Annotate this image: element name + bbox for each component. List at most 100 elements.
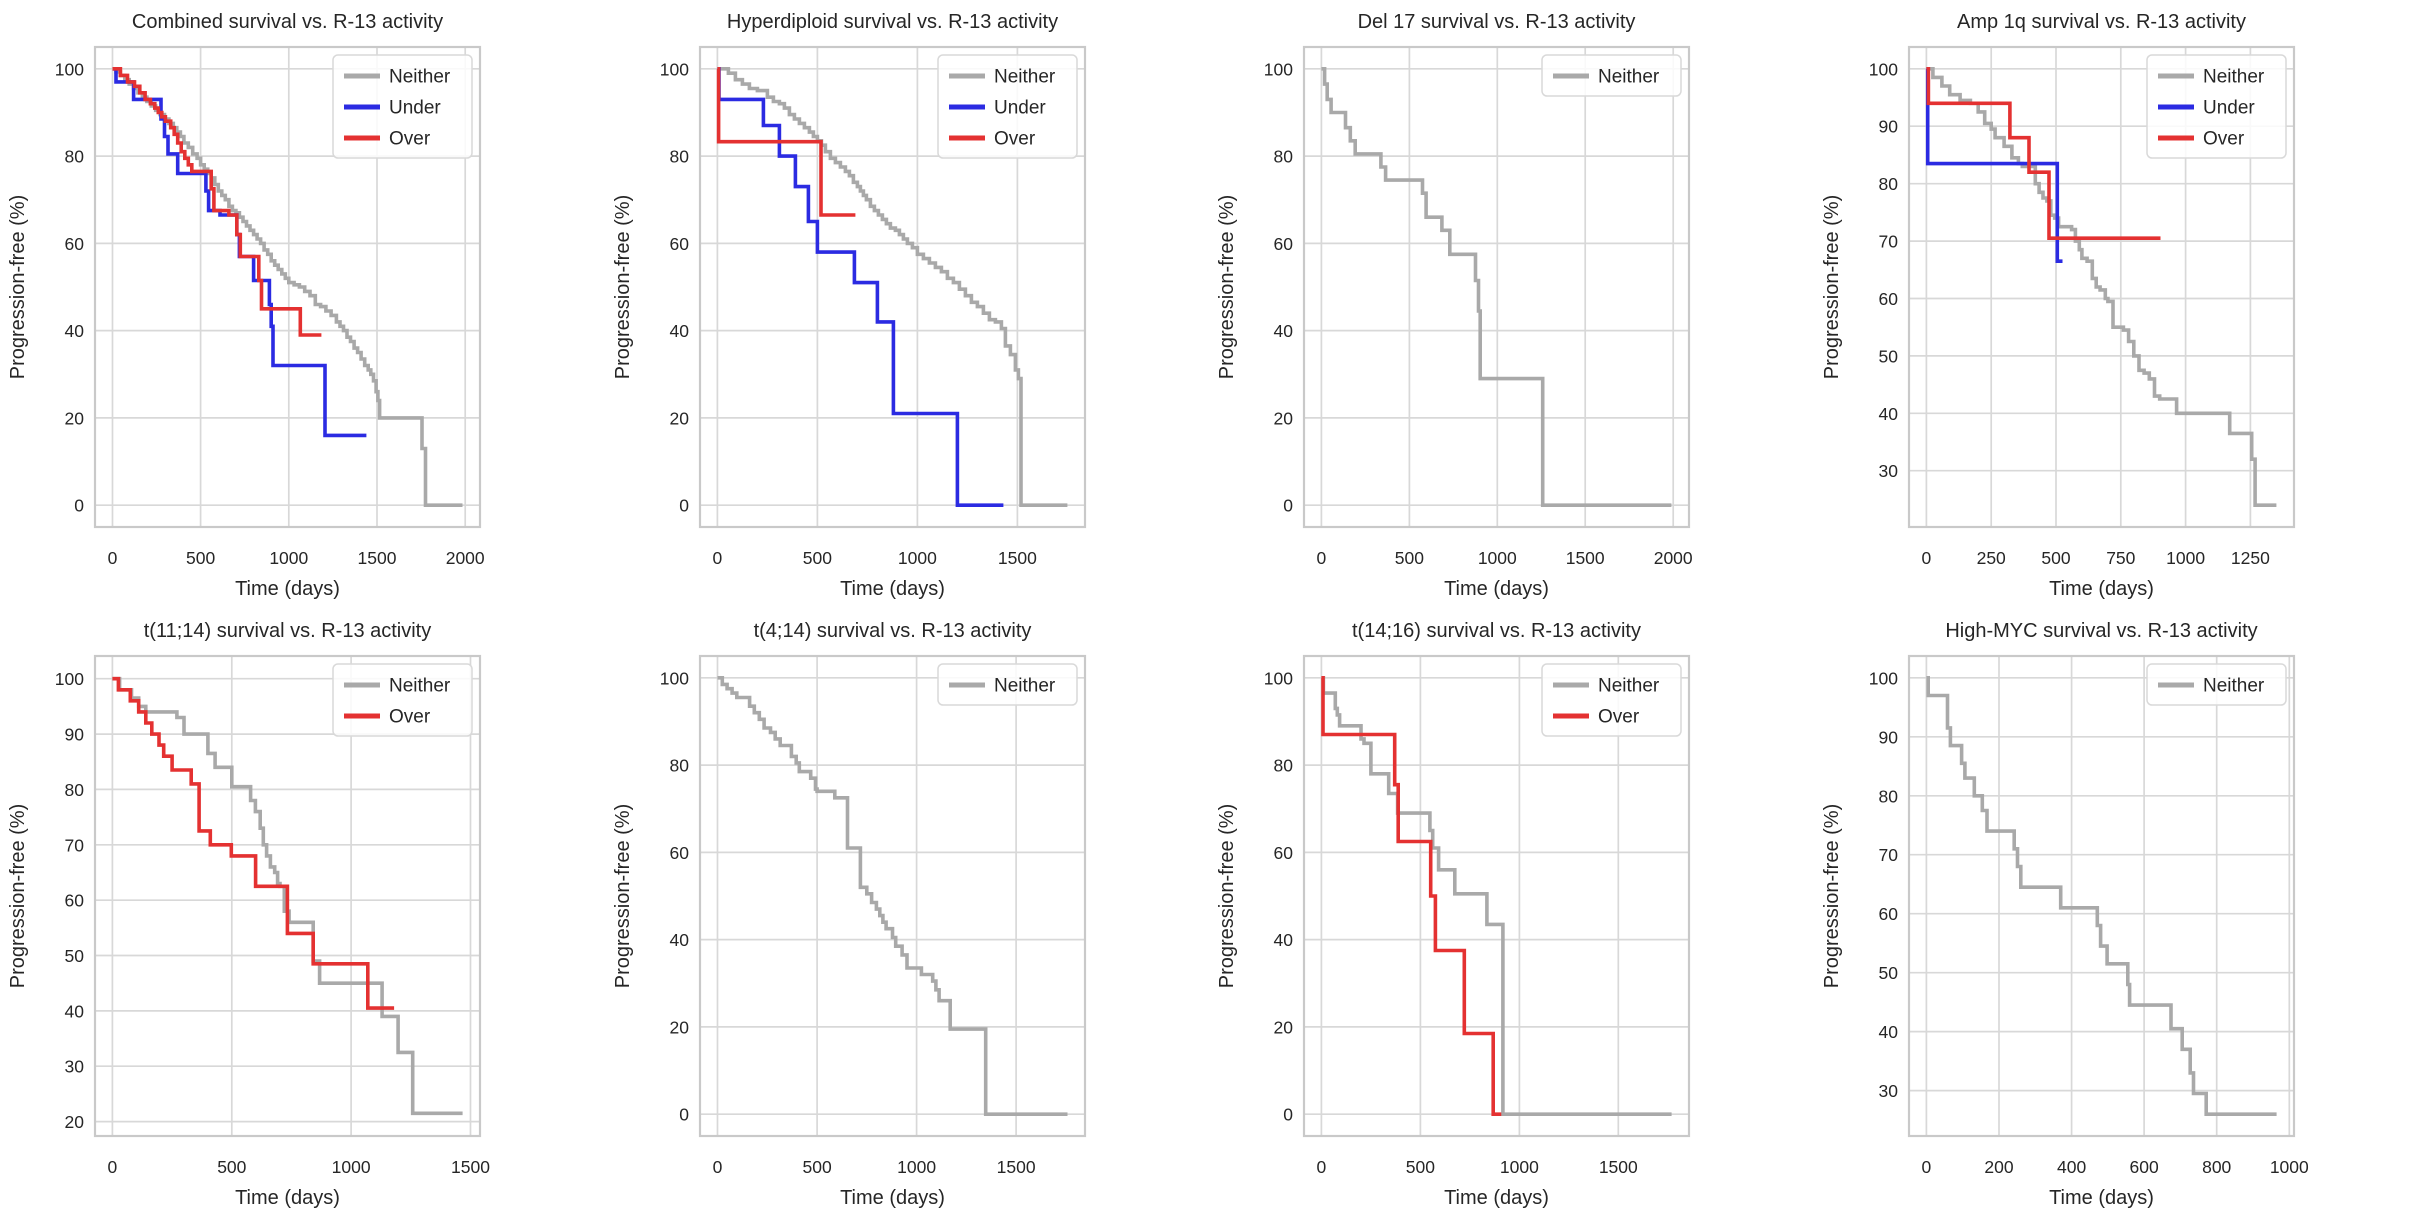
y-tick-label: 80 bbox=[65, 780, 85, 800]
y-tick-label: 90 bbox=[65, 725, 85, 745]
series-line-neither bbox=[1321, 676, 1672, 1116]
legend-label: Neither bbox=[994, 67, 1056, 88]
series-line-over bbox=[112, 67, 322, 337]
y-tick-label: 0 bbox=[74, 496, 84, 516]
x-tick-label: 1000 bbox=[2166, 548, 2205, 568]
legend-label: Under bbox=[2203, 98, 2255, 119]
chart-t4-14: 0 500 1000 1500 0 20 40 60 80 100 t(4;14) survival… bbox=[612, 620, 1086, 1209]
legend-label: Under bbox=[389, 98, 441, 119]
y-axis-label: Progression-free (%) bbox=[1216, 804, 1238, 989]
x-tick-label: 1000 bbox=[332, 1157, 371, 1177]
x-tick-label: 1500 bbox=[1566, 548, 1605, 568]
x-axis-label: Time (days) bbox=[2049, 1187, 2154, 1209]
y-axis-label: Progression-free (%) bbox=[7, 804, 29, 989]
x-tick-label: 1500 bbox=[1599, 1157, 1638, 1177]
chart-hyperdiploid: 0 500 1000 1500 0 20 40 60 80 100 Hyperdiploid sur… bbox=[612, 11, 1086, 600]
legend-label: Over bbox=[389, 707, 431, 728]
y-tick-label: 80 bbox=[1274, 147, 1294, 167]
x-tick-label: 250 bbox=[1976, 548, 2005, 568]
x-tick-label: 800 bbox=[2202, 1157, 2231, 1177]
y-tick-label: 100 bbox=[659, 668, 688, 688]
y-tick-label: 80 bbox=[669, 147, 689, 167]
plot-border bbox=[93, 654, 482, 1138]
y-tick-label: 50 bbox=[1878, 963, 1898, 983]
x-axis-label: Time (days) bbox=[235, 1187, 340, 1209]
series-line-under bbox=[1925, 67, 2062, 263]
chart-title: t(11;14) survival vs. R-13 activity bbox=[144, 620, 432, 642]
y-tick-label: 90 bbox=[1878, 727, 1898, 747]
y-tick-label: 20 bbox=[65, 408, 85, 428]
y-tick-label: 70 bbox=[1878, 232, 1898, 252]
series-line-neither bbox=[1925, 676, 2277, 1116]
series-line-neither bbox=[112, 676, 463, 1116]
y-axis-label: Progression-free (%) bbox=[612, 195, 634, 380]
legend: Neither Over bbox=[332, 663, 473, 737]
x-tick-label: 1500 bbox=[997, 548, 1036, 568]
legend-item-neither: Neither bbox=[2157, 67, 2264, 88]
x-tick-label: 500 bbox=[2041, 548, 2070, 568]
x-tick-label: 200 bbox=[1984, 1157, 2013, 1177]
y-tick-label: 20 bbox=[1274, 1017, 1294, 1037]
series-line-over bbox=[112, 676, 395, 1010]
legend-label: Over bbox=[2203, 129, 2245, 150]
y-tick-label: 0 bbox=[679, 1105, 689, 1125]
x-tick-label: 500 bbox=[1395, 548, 1424, 568]
x-axis-label: Time (days) bbox=[2049, 578, 2154, 600]
x-tick-label: 1500 bbox=[358, 548, 397, 568]
legend-item-under: Under bbox=[948, 98, 1046, 119]
chart-title: Del 17 survival vs. R-13 activity bbox=[1358, 11, 1636, 33]
chart-t14-16: 0 500 1000 1500 0 20 40 60 80 100 t(14;16) surviva… bbox=[1216, 620, 1691, 1209]
x-tick-label: 0 bbox=[108, 548, 118, 568]
x-tick-label: 0 bbox=[712, 1157, 722, 1177]
legend: Neither Over bbox=[1541, 663, 1682, 737]
series-line-over bbox=[1321, 676, 1502, 1116]
y-tick-label: 60 bbox=[669, 843, 689, 863]
x-axis-label: Time (days) bbox=[235, 578, 340, 600]
legend-item-neither: Neither bbox=[344, 676, 451, 697]
chart-title: High-MYC survival vs. R-13 activity bbox=[1945, 620, 2257, 642]
y-tick-label: 70 bbox=[1878, 845, 1898, 865]
series-line-over bbox=[1925, 67, 2160, 240]
legend-item-neither: Neither bbox=[1553, 67, 1660, 88]
legend-item-over: Over bbox=[344, 707, 431, 728]
x-tick-label: 2000 bbox=[1654, 548, 1693, 568]
y-tick-label: 40 bbox=[669, 930, 689, 950]
y-tick-label: 30 bbox=[1878, 461, 1898, 481]
plot-border bbox=[698, 654, 1086, 1138]
x-tick-label: 500 bbox=[802, 1157, 831, 1177]
x-tick-label: 600 bbox=[2129, 1157, 2158, 1177]
x-tick-label: 1000 bbox=[1500, 1157, 1539, 1177]
legend-label: Neither bbox=[389, 676, 451, 697]
legend-box bbox=[936, 54, 1078, 159]
legend: Neither bbox=[936, 663, 1078, 706]
y-tick-label: 80 bbox=[1878, 174, 1898, 194]
subplot-hyperdiploid: 0 500 1000 1500 0 20 40 60 80 100 Hyperdiploid sur… bbox=[605, 0, 1209, 609]
legend-item-over: Over bbox=[1553, 707, 1640, 728]
y-axis-label: Progression-free (%) bbox=[1821, 195, 1843, 380]
chart-title: t(4;14) survival vs. R-13 activity bbox=[753, 620, 1031, 642]
y-tick-label: 20 bbox=[669, 408, 689, 428]
x-tick-label: 750 bbox=[2106, 548, 2135, 568]
subplot-t11-14: 0 500 1000 1500 20 30 40 50 60 70 80 90 100 t(11;14) … bbox=[0, 609, 604, 1218]
y-tick-label: 0 bbox=[679, 496, 689, 516]
x-tick-label: 400 bbox=[2056, 1157, 2085, 1177]
subplot-high-myc: 0 200 400 600 800 1000 30 40 50 60 70 80 90 100 High-M… bbox=[1814, 609, 2418, 1218]
legend-label: Neither bbox=[389, 67, 451, 88]
plot-border bbox=[93, 45, 482, 529]
plot-border bbox=[1302, 654, 1691, 1138]
legend-label: Neither bbox=[1598, 67, 1660, 88]
y-tick-label: 60 bbox=[1274, 843, 1294, 863]
y-tick-label: 30 bbox=[1878, 1081, 1898, 1101]
y-tick-label: 90 bbox=[1878, 117, 1898, 137]
y-tick-label: 70 bbox=[65, 835, 85, 855]
y-tick-label: 30 bbox=[65, 1057, 85, 1077]
legend-label: Over bbox=[389, 129, 431, 150]
legend-item-over: Over bbox=[948, 129, 1035, 150]
chart-title: Hyperdiploid survival vs. R-13 activity bbox=[726, 11, 1057, 33]
y-tick-label: 80 bbox=[65, 147, 85, 167]
y-tick-label: 40 bbox=[1274, 321, 1294, 341]
legend-item-over: Over bbox=[344, 129, 431, 150]
y-tick-label: 40 bbox=[1878, 1022, 1898, 1042]
legend-label: Neither bbox=[2203, 676, 2265, 697]
y-tick-label: 50 bbox=[1878, 346, 1898, 366]
